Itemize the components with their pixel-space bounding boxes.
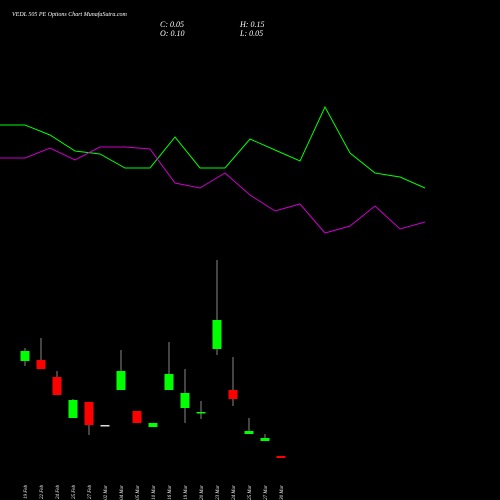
info-open: O: 0.10: [160, 29, 184, 38]
candle-body: [132, 411, 142, 423]
x-tick-label: 24 Feb: [56, 485, 61, 500]
x-tick-label: 16 Mar: [168, 485, 173, 500]
x-tick-label: 02 Mar: [104, 485, 109, 500]
x-tick-label: 19 Mar: [184, 485, 189, 500]
x-tick-label: 30 Mar: [280, 485, 285, 500]
chart-title: VEDL 505 PE Options Chart MunafaSutra.co…: [12, 11, 128, 18]
candle-body: [148, 423, 158, 427]
x-tick-label: 23 Mar: [216, 485, 221, 500]
x-tick-label: 25 Feb: [72, 485, 77, 500]
x-tick-label: 27 Feb: [88, 485, 93, 500]
x-tick-label: 25 Mar: [248, 485, 253, 500]
x-tick-label: 10 Mar: [152, 485, 157, 500]
info-close: C: 0.05: [160, 20, 184, 29]
candle-body: [36, 360, 46, 369]
x-tick-label: 24 Mar: [232, 485, 237, 500]
line: [0, 146, 426, 234]
candle-body: [52, 377, 62, 395]
candle-body: [164, 374, 174, 390]
candle-body: [100, 425, 110, 427]
x-tick-label: 05 Mar: [136, 485, 141, 500]
x-tick-label: 20 Mar: [200, 485, 205, 500]
line: [0, 105, 426, 189]
info-high: H: 0.15: [239, 20, 264, 29]
x-tick-label: 22 Feb: [40, 485, 45, 500]
candle-body: [180, 393, 190, 408]
candle-body: [260, 438, 270, 441]
x-tick-label: 04 Mar: [120, 485, 125, 500]
candle-body: [68, 400, 78, 418]
candle-body: [20, 351, 30, 361]
candle-body: [212, 320, 222, 349]
info-low: L: 0.05: [239, 29, 263, 38]
x-tick-label: 27 Mar: [264, 485, 269, 500]
x-tick-label: 19 Feb: [24, 485, 29, 500]
candle-body: [116, 371, 126, 390]
candle-body: [244, 431, 254, 434]
candle-body: [84, 402, 94, 425]
candle-body: [196, 412, 206, 414]
candle-body: [228, 390, 238, 399]
candle-body: [276, 456, 286, 458]
